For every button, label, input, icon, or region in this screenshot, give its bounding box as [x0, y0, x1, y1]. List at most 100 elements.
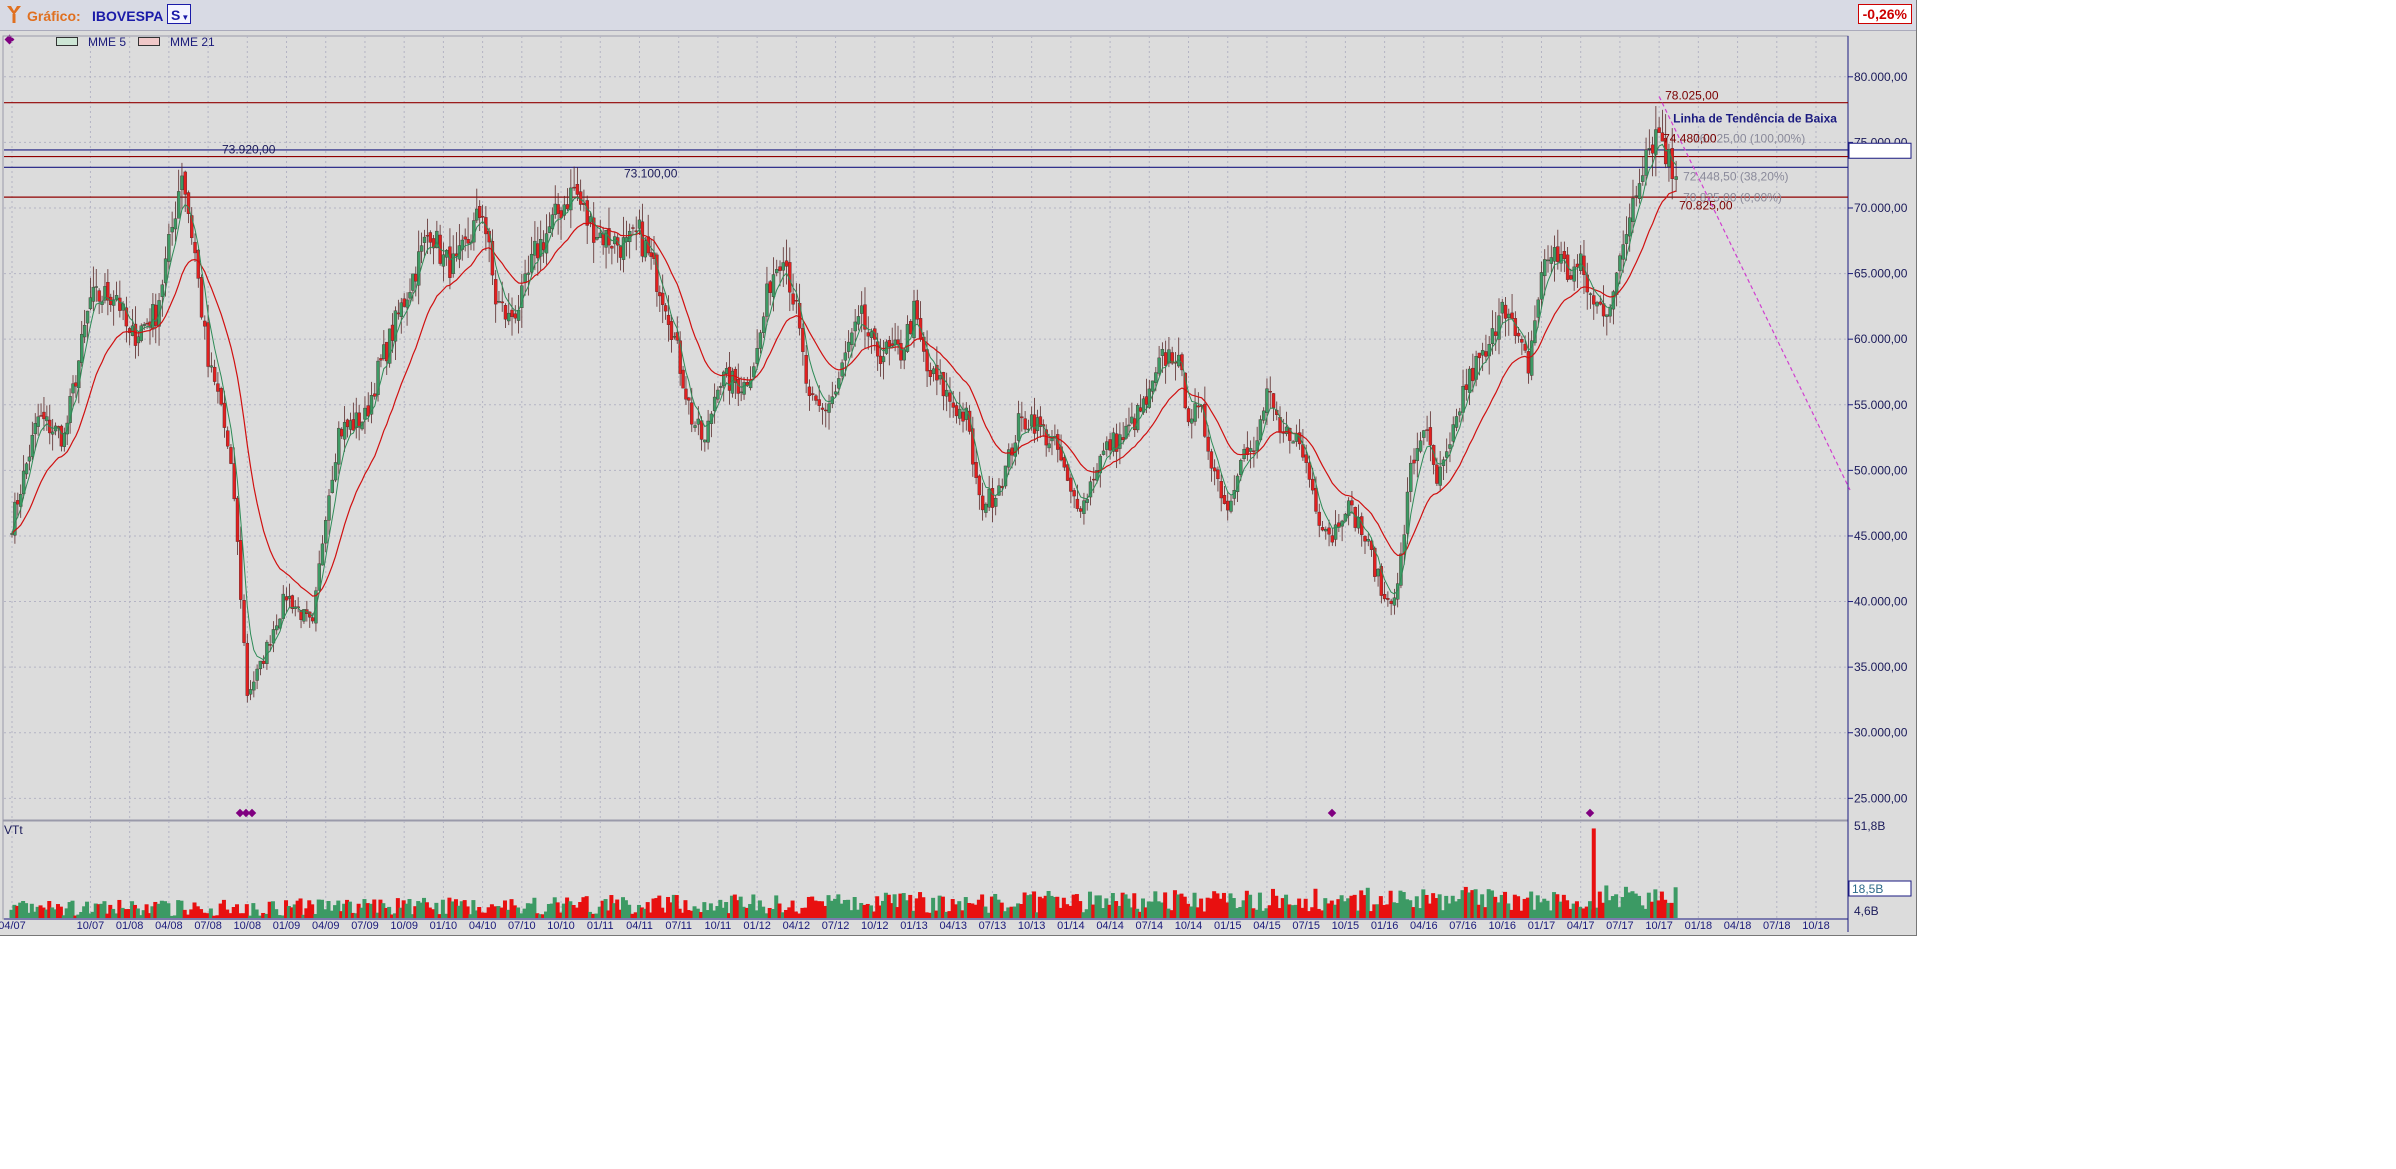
candle-body [1075, 498, 1080, 509]
volume-bar [1248, 894, 1253, 918]
candle-body [203, 320, 207, 327]
candle-body [1016, 413, 1021, 441]
legend-mme5-swatch[interactable] [56, 37, 78, 46]
volume-bar [738, 896, 743, 918]
volume-bar [1146, 901, 1151, 918]
period-dropdown[interactable]: S▼ [167, 4, 191, 24]
chart-label: Gráfico: [27, 8, 81, 24]
candle-body [516, 309, 521, 321]
volume-bar [1378, 896, 1383, 918]
candle-body [248, 689, 253, 695]
candle-body [354, 412, 358, 428]
volume-bar [1012, 906, 1017, 918]
candle-body [703, 439, 707, 443]
candle-body [62, 432, 66, 447]
volume-bar [76, 914, 81, 918]
volume-bar [823, 905, 828, 918]
volume-bar [630, 913, 635, 918]
candle-body [507, 312, 511, 322]
candle-body [1190, 418, 1194, 424]
volume-bar [869, 905, 874, 918]
candle-body [327, 495, 331, 521]
volume-bar [976, 899, 981, 918]
candle-body [804, 355, 808, 384]
volume-bar [41, 907, 46, 918]
candle-body [1065, 464, 1070, 481]
volume-bar [319, 899, 324, 918]
candle-body [621, 237, 626, 260]
volume-bar [683, 900, 688, 918]
candle-body [1138, 407, 1143, 412]
symbol-field[interactable]: IBOVESPA [92, 8, 164, 24]
volume-bar [138, 915, 143, 918]
candle-body [369, 394, 374, 415]
candle-body [345, 419, 350, 428]
y-tick-label: 70.000,00 [1854, 201, 1908, 215]
candle-body [1657, 127, 1661, 133]
volume-bar [1274, 895, 1279, 918]
y-tick-label: 40.000,00 [1854, 595, 1908, 609]
volume-bar [674, 895, 679, 918]
volume-bar [333, 905, 338, 918]
volume-bar [1169, 910, 1174, 918]
x-tick-label: 10/12 [861, 920, 889, 932]
volume-bar [496, 906, 501, 918]
candle-body [709, 413, 714, 424]
candle-body [1458, 411, 1462, 416]
candle-body [565, 204, 570, 210]
x-tick-label: 10/15 [1332, 920, 1360, 932]
volume-bar [120, 907, 125, 918]
candle-body [1445, 451, 1449, 458]
candle-body [1618, 255, 1622, 272]
candle-body [475, 208, 479, 221]
candle-body [1507, 313, 1511, 319]
price-axis: 25.000,00 30.000,00 35.000,00 40.000,00 45.0… [1848, 70, 1912, 805]
volume-bar [471, 900, 476, 918]
volume-bar [565, 897, 570, 918]
candle-body [167, 234, 171, 262]
volume-bar [591, 913, 596, 918]
fib-0-label: 70.825,00 (0,00%) [1683, 190, 1782, 204]
price-chart[interactable]: 73.920,00 73.100,00 78.025,00 Linha de Ten… [0, 0, 1916, 935]
candle-body [302, 609, 306, 622]
candle-body [1572, 266, 1576, 282]
candle-body [1592, 295, 1596, 305]
x-tick-label: 04/10 [469, 920, 497, 932]
volume-bar [61, 915, 66, 918]
volume-bar [1025, 895, 1030, 918]
volume-bar [1159, 902, 1164, 918]
candle-body [1670, 148, 1674, 179]
volume-bar [571, 905, 576, 918]
candle-body [765, 283, 769, 317]
candle-body [1523, 343, 1527, 351]
candle-body [951, 402, 955, 408]
volume-bar [914, 898, 919, 918]
candle-body [935, 364, 939, 381]
candle-body [242, 600, 246, 643]
volume-bar [1375, 904, 1380, 918]
volume-bar [699, 912, 704, 918]
y-tick-label: 35.000,00 [1854, 660, 1908, 674]
candle-body [1621, 244, 1625, 260]
volume-bar [130, 901, 135, 918]
candle-body [193, 241, 197, 254]
volume-bar [1418, 908, 1423, 918]
volume-bar [1656, 900, 1661, 918]
candle-body [1529, 340, 1534, 376]
volume-bar [1306, 911, 1311, 918]
volume-bar [307, 900, 312, 918]
candle-body [1154, 372, 1158, 383]
candle-body [106, 281, 110, 301]
candle-body [941, 372, 946, 397]
candle-body [890, 343, 894, 347]
volume-bar [1499, 894, 1504, 918]
volume-bar [261, 912, 266, 918]
volume-bar [304, 908, 309, 918]
volume-bar [996, 899, 1001, 918]
candle-body [1477, 352, 1482, 359]
volume-bar [1297, 898, 1302, 918]
volume-bar [1532, 909, 1537, 918]
volume-bar [1408, 900, 1413, 918]
candle-body [1552, 247, 1557, 262]
legend-mme21-swatch[interactable] [138, 37, 160, 46]
